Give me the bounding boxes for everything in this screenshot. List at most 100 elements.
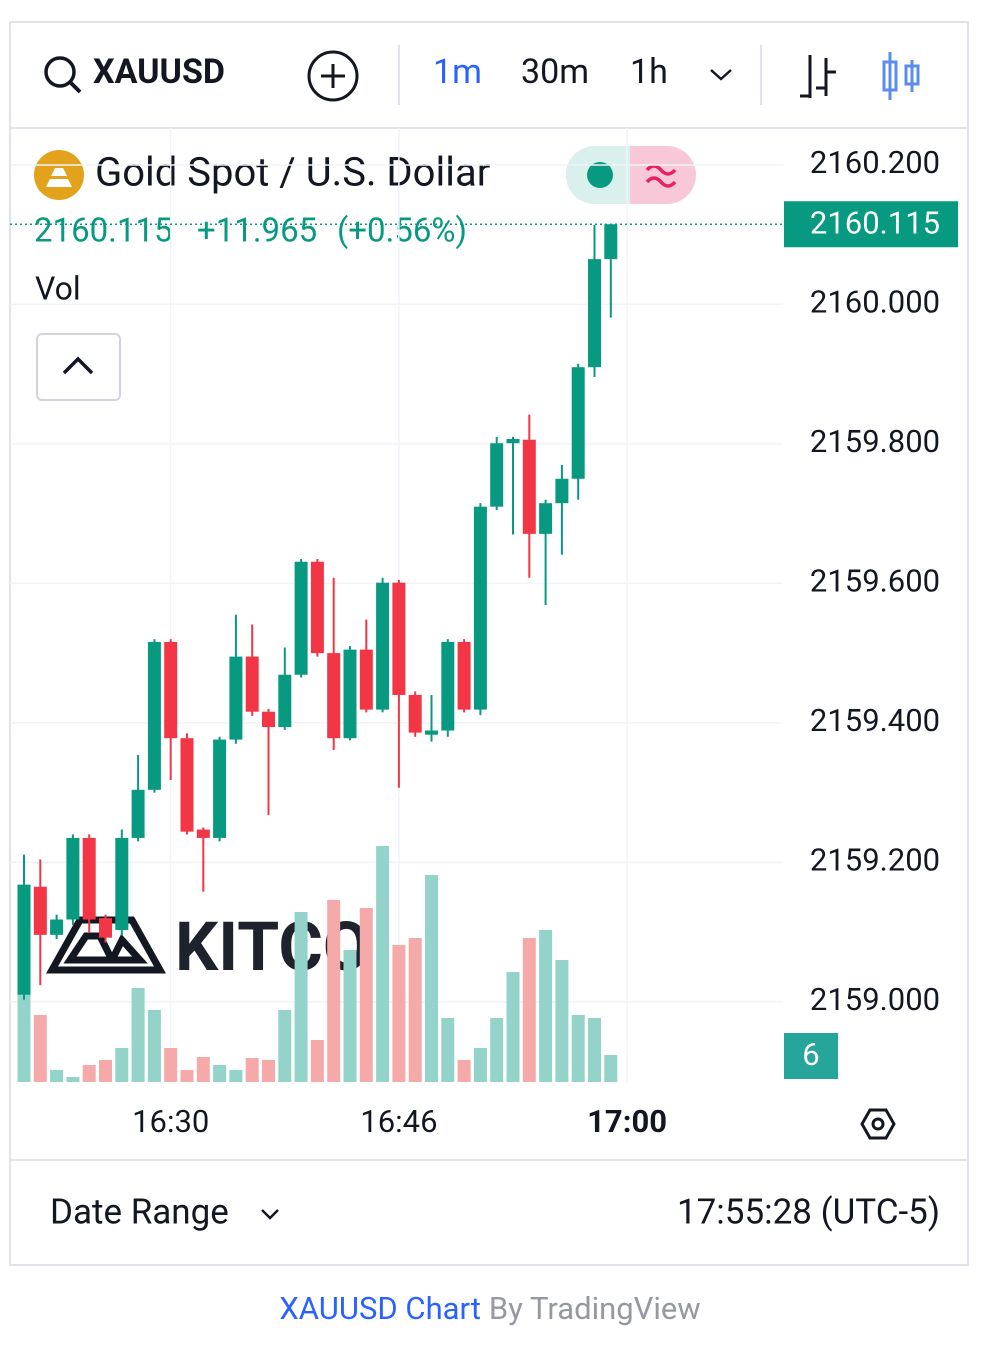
plus-icon [307,50,359,102]
collapse-button[interactable] [36,333,121,401]
credit-by: By TradingView [489,1290,701,1327]
volume-bar [99,1060,112,1082]
bar-countdown-label: 6 [802,1036,819,1073]
candle-body [50,919,64,935]
x-tick-label: 16:30 [132,1103,209,1140]
candle-body [278,674,292,728]
y-tick-label: 2160.200 [810,144,940,181]
volume-bar [588,1018,601,1082]
candle-body [147,641,161,790]
volume-bar [327,900,341,1082]
watermark: KITCO [175,907,370,987]
candle-body [229,656,243,740]
y-tick-label: 2159.800 [810,423,940,460]
candle-body [33,886,47,935]
candle-body [539,503,553,534]
volume-bar [33,1015,47,1082]
credit: XAUUSD Chart By TradingView [279,1290,700,1327]
candle-body [441,641,455,731]
search-icon [44,56,76,88]
caret-icon [62,356,94,375]
candle-body [262,711,275,728]
candle-body [392,582,406,695]
last-price: 2160.115 [34,212,173,251]
volume-bar [164,1048,178,1082]
volume-bar [262,1060,275,1082]
volume-bar [522,938,536,1082]
interval-dropdown[interactable] [710,69,732,81]
volume-bar [425,875,438,1082]
date-range[interactable]: Date Range [50,1191,229,1232]
plot: 2159.000 2159.200 2159.400 2159.600 2159.800… [10,128,958,1140]
volume-bar [490,1018,504,1082]
candle-body [131,789,145,838]
candle-body [408,694,422,733]
market-open-dot [587,162,613,188]
candle-body [506,439,520,444]
candle-body [180,738,194,832]
price-tag-label: 2160.115 [810,204,940,241]
volume-bar [457,1060,471,1082]
candle-body [213,739,227,838]
y-tick-label: 2160.000 [810,284,940,321]
candles-icon[interactable] [882,52,920,100]
volume-bar [131,988,145,1082]
candle-body [376,582,390,710]
candle-body [425,730,438,735]
candle-body [17,884,31,995]
settings-icon [871,1117,885,1131]
candle-body [327,653,341,739]
compare-button[interactable] [307,50,359,102]
interval[interactable]: 1m [433,52,482,92]
volume-bar [555,960,569,1082]
candle-body [359,649,373,710]
y-tick-label: 2159.600 [810,563,940,600]
price-change: +11.965 [197,212,317,251]
candle-body [457,641,471,710]
volume-bar [294,912,308,1082]
candle-body [588,259,601,368]
volume-bar [604,1055,618,1082]
candle-body [473,506,487,710]
price-tag [784,201,958,248]
volume-bar [66,1077,80,1082]
volume-bar [473,1048,487,1082]
candle-body [115,837,129,930]
interval[interactable]: 30m [521,52,589,92]
volume-bar [180,1070,194,1082]
delay-icon [645,164,677,188]
volume-bar [408,938,422,1082]
volume-bar [82,1065,96,1082]
volume-bar [376,846,390,1082]
candle-body [522,439,536,534]
symbol-search[interactable]: XAUUSD [44,52,225,94]
y-tick-label: 2159.000 [810,981,940,1018]
candle-body [604,224,618,260]
date-range-dropdown[interactable] [261,1209,279,1220]
symbol[interactable]: XAUUSD [93,52,225,92]
volume-bar [392,945,406,1082]
volume-bar [147,1010,161,1082]
candle-body [555,478,569,504]
credit-link[interactable]: XAUUSD Chart [279,1290,481,1327]
volume-bar [343,950,357,1082]
volume-bar [506,972,520,1082]
volume-bar [229,1070,243,1082]
candle-body [99,918,112,938]
interval[interactable]: 1h [630,52,668,92]
clock: 17:55:28 (UTC-5) [677,1191,940,1232]
volume-bar [196,1057,210,1082]
volume-bar [539,930,553,1082]
volume-bar [115,1048,129,1082]
y-tick-label: 2159.400 [810,702,940,739]
candle-body [294,561,308,675]
percent-change: (+0.56%) [337,212,467,251]
gold-icon [46,168,72,187]
candle-body [66,837,80,920]
volume-bar [278,1010,292,1082]
bar-countdown [784,1033,838,1079]
bars-icon[interactable] [800,55,836,98]
settings-icon[interactable] [860,1108,896,1140]
